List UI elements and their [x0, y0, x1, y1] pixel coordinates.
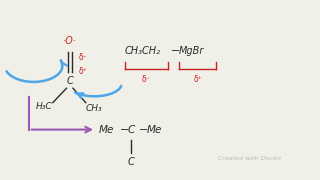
Text: δ⁺: δ⁺: [78, 68, 87, 76]
Text: δ⁻: δ⁻: [78, 53, 87, 62]
Text: MgBr: MgBr: [179, 46, 204, 56]
Text: H₃C: H₃C: [36, 102, 52, 111]
Text: −: −: [171, 46, 180, 56]
Text: C: C: [128, 125, 135, 135]
Text: C: C: [127, 157, 134, 167]
Text: −: −: [139, 125, 148, 135]
Text: δ⁻: δ⁻: [142, 75, 151, 84]
Text: −: −: [120, 125, 129, 135]
Text: Created with Doceri: Created with Doceri: [218, 156, 280, 161]
Text: CH₃: CH₃: [86, 103, 103, 112]
Text: ·O·: ·O·: [62, 36, 76, 46]
Text: Me: Me: [147, 125, 162, 135]
Text: C: C: [66, 76, 73, 86]
Text: δ⁺: δ⁺: [193, 75, 202, 84]
Text: Me: Me: [99, 125, 115, 135]
Text: CH₃CH₂: CH₃CH₂: [125, 46, 161, 56]
